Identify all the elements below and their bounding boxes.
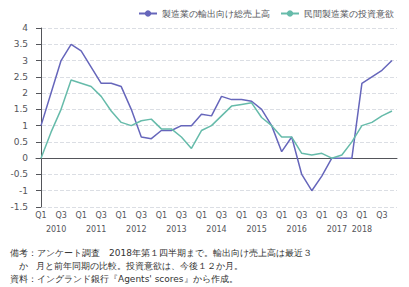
- svg-text:2011: 2011: [86, 225, 106, 234]
- svg-text:Q3: Q3: [55, 211, 66, 220]
- svg-text:製造業の輸出向け総売上高: 製造業の輸出向け総売上高: [162, 9, 270, 19]
- svg-text:Q1: Q1: [236, 211, 247, 220]
- svg-text:民間製造業の投資意欲: 民間製造業の投資意欲: [304, 9, 394, 19]
- svg-text:Q3: Q3: [136, 211, 147, 220]
- svg-text:2.5: 2.5: [14, 72, 28, 82]
- svg-text:0.5: 0.5: [14, 137, 28, 147]
- svg-text:-1: -1: [19, 186, 28, 196]
- svg-text:Q3: Q3: [176, 211, 187, 220]
- svg-text:4: 4: [22, 23, 28, 33]
- svg-text:Q1: Q1: [75, 211, 86, 220]
- svg-text:2010: 2010: [46, 225, 66, 234]
- svg-text:2016: 2016: [287, 225, 307, 234]
- svg-text:0: 0: [22, 153, 28, 163]
- svg-text:Q3: Q3: [256, 211, 267, 220]
- svg-text:Q1: Q1: [156, 211, 167, 220]
- svg-text:備考：アンケート調査 2018年第１四半期まで。輸出向け売上: 備考：アンケート調査 2018年第１四半期まで。輸出向け売上高は最近３: [10, 248, 312, 258]
- svg-text:Q3: Q3: [216, 211, 227, 220]
- svg-text:Q1: Q1: [196, 211, 207, 220]
- svg-text:資料：イングランド銀行『Agents' scores』から作: 資料：イングランド銀行『Agents' scores』から作成。: [10, 274, 238, 284]
- svg-text:Q1: Q1: [116, 211, 127, 220]
- svg-text:3: 3: [22, 56, 28, 66]
- svg-text:-0.5: -0.5: [10, 169, 28, 179]
- svg-text:Q1: Q1: [35, 211, 46, 220]
- svg-text:Q3: Q3: [296, 211, 307, 220]
- svg-text:-1.5: -1.5: [10, 202, 28, 212]
- svg-text:かﾠ月と前年同期の比較。投資意欲は、今後１２か月。: かﾠ月と前年同期の比較。投資意欲は、今後１２か月。: [10, 261, 243, 271]
- svg-text:1.5: 1.5: [14, 104, 28, 114]
- svg-text:2018: 2018: [352, 225, 372, 234]
- svg-text:2017: 2017: [327, 225, 347, 234]
- svg-text:2: 2: [22, 88, 28, 98]
- svg-text:Q3: Q3: [376, 211, 387, 220]
- svg-text:Q1: Q1: [276, 211, 287, 220]
- svg-text:Q3: Q3: [336, 211, 347, 220]
- svg-text:1: 1: [22, 121, 28, 131]
- svg-text:Q3: Q3: [95, 211, 106, 220]
- svg-text:2014: 2014: [206, 225, 226, 234]
- svg-text:3.5: 3.5: [14, 39, 28, 49]
- svg-text:Q1: Q1: [316, 211, 327, 220]
- svg-text:2015: 2015: [246, 225, 266, 234]
- svg-text:2012: 2012: [126, 225, 146, 234]
- svg-text:Q1: Q1: [356, 211, 367, 220]
- svg-text:2013: 2013: [166, 225, 186, 234]
